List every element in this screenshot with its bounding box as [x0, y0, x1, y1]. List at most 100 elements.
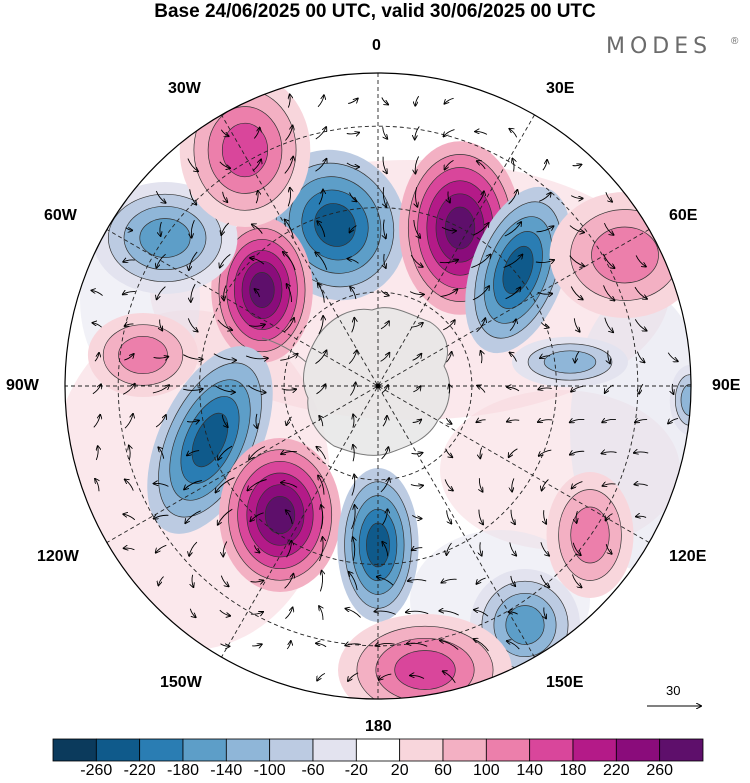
colorbar-swatch [52, 738, 97, 762]
wind-arrow [512, 159, 514, 172]
wind-arrow [189, 189, 197, 204]
positive-anomaly-cell [87, 313, 199, 397]
wind-arrow [95, 479, 99, 492]
wind-arrow [383, 219, 385, 239]
wind-arrow [349, 192, 357, 202]
wind-arrow [503, 255, 523, 268]
wind-arrow [123, 514, 136, 521]
wind-arrow [221, 414, 228, 427]
wind-arrow [605, 384, 614, 393]
colorbar-tick-label: -60 [301, 762, 325, 779]
wind-arrow [544, 510, 547, 524]
wind-arrow [283, 318, 294, 333]
wind-arrow [570, 451, 585, 454]
wind-arrow [125, 228, 133, 231]
wind-arrow [444, 129, 455, 137]
wind-arrow [315, 159, 327, 172]
wind-arrow [380, 353, 390, 362]
anomaly-contour [221, 122, 269, 178]
anomaly-contour [394, 650, 456, 690]
wind-arrow [443, 320, 455, 331]
wind-arrow [535, 260, 554, 263]
wind-arrow [415, 156, 419, 173]
wind-arrow [353, 414, 354, 428]
anomaly-contour [591, 226, 659, 284]
wind-arrow [317, 95, 324, 108]
colorbar-tick-label: 140 [516, 762, 544, 779]
colorbar-swatch [615, 738, 661, 762]
wind-arrow [250, 581, 264, 583]
wind-arrow [445, 160, 454, 169]
wind-arrow [440, 289, 458, 298]
colorbar-swatch [442, 738, 487, 762]
wind-arrow [409, 291, 424, 295]
wind-arrow [245, 355, 268, 359]
colorbar-tick-label: -140 [210, 762, 243, 779]
wind-arrow [125, 479, 134, 491]
wind-arrow [252, 644, 262, 646]
wind-arrow [602, 419, 616, 422]
wind-arrow [94, 353, 99, 362]
wind-arrow [158, 447, 165, 459]
wind-arrow [319, 537, 324, 562]
wind-arrow [634, 452, 649, 453]
wind-arrow [249, 446, 266, 460]
anomaly-contour [543, 350, 597, 374]
wind-arrow [606, 513, 613, 521]
wind-arrow [351, 318, 355, 333]
anomaly-contour [502, 245, 534, 295]
anomaly-contour [505, 605, 545, 645]
wind-arrow [380, 290, 389, 296]
wind-arrow [218, 445, 233, 460]
wind-arrow [412, 548, 423, 551]
wind-arrow [512, 478, 514, 491]
wind-arrow [346, 162, 359, 167]
wind-arrow [315, 127, 326, 140]
lon-label-60e: 60E [669, 207, 698, 224]
wind-arrow [473, 223, 488, 236]
colorbar-tick-label: -220 [123, 762, 156, 779]
wind-arrow [317, 672, 326, 680]
wind-arrow [474, 639, 489, 652]
wind-arrow [575, 351, 580, 362]
wind-arrow [353, 445, 354, 462]
wind-arrow [507, 420, 520, 422]
wind-arrow [285, 220, 294, 239]
negative-anomaly-cell [263, 149, 407, 301]
reference-vector-label: 30 [666, 683, 681, 698]
wind-arrow [216, 477, 235, 493]
wind-arrow [124, 414, 133, 429]
wind-arrow [571, 385, 584, 391]
wind-arrow [511, 509, 515, 525]
wind-arrow [413, 219, 420, 238]
wind-arrow [445, 417, 451, 424]
wind-arrow [412, 515, 421, 518]
wind-arrow [281, 452, 298, 455]
anomaly-contour [191, 412, 229, 468]
wind-arrow [542, 160, 547, 171]
wind-arrow [511, 575, 515, 586]
wind-arrow [220, 575, 228, 587]
colorbar-tick-label: -100 [253, 762, 286, 779]
wind-arrow [220, 254, 231, 267]
meridian-line [106, 229, 650, 543]
wind-arrow [603, 222, 613, 235]
wind-arrow [634, 319, 646, 330]
wind-arrow [667, 352, 678, 362]
wind-arrow [160, 319, 163, 331]
wind-arrow [570, 286, 583, 300]
colorbar-swatch [572, 738, 617, 762]
wind-arrow [353, 537, 355, 561]
wind-arrow [284, 574, 294, 589]
colorbar-swatch [225, 738, 271, 762]
wind-arrow [348, 350, 357, 365]
colorbar-tick-label: 260 [646, 762, 674, 779]
colorbar-swatch [139, 738, 184, 762]
colorbar-swatch [529, 738, 574, 762]
wind-arrow [189, 608, 195, 618]
wind-arrow [319, 416, 323, 427]
wind-arrow [321, 505, 323, 530]
wind-arrow [445, 448, 453, 458]
wind-arrow [411, 323, 423, 327]
brand-registered-mark: ® [731, 36, 739, 47]
